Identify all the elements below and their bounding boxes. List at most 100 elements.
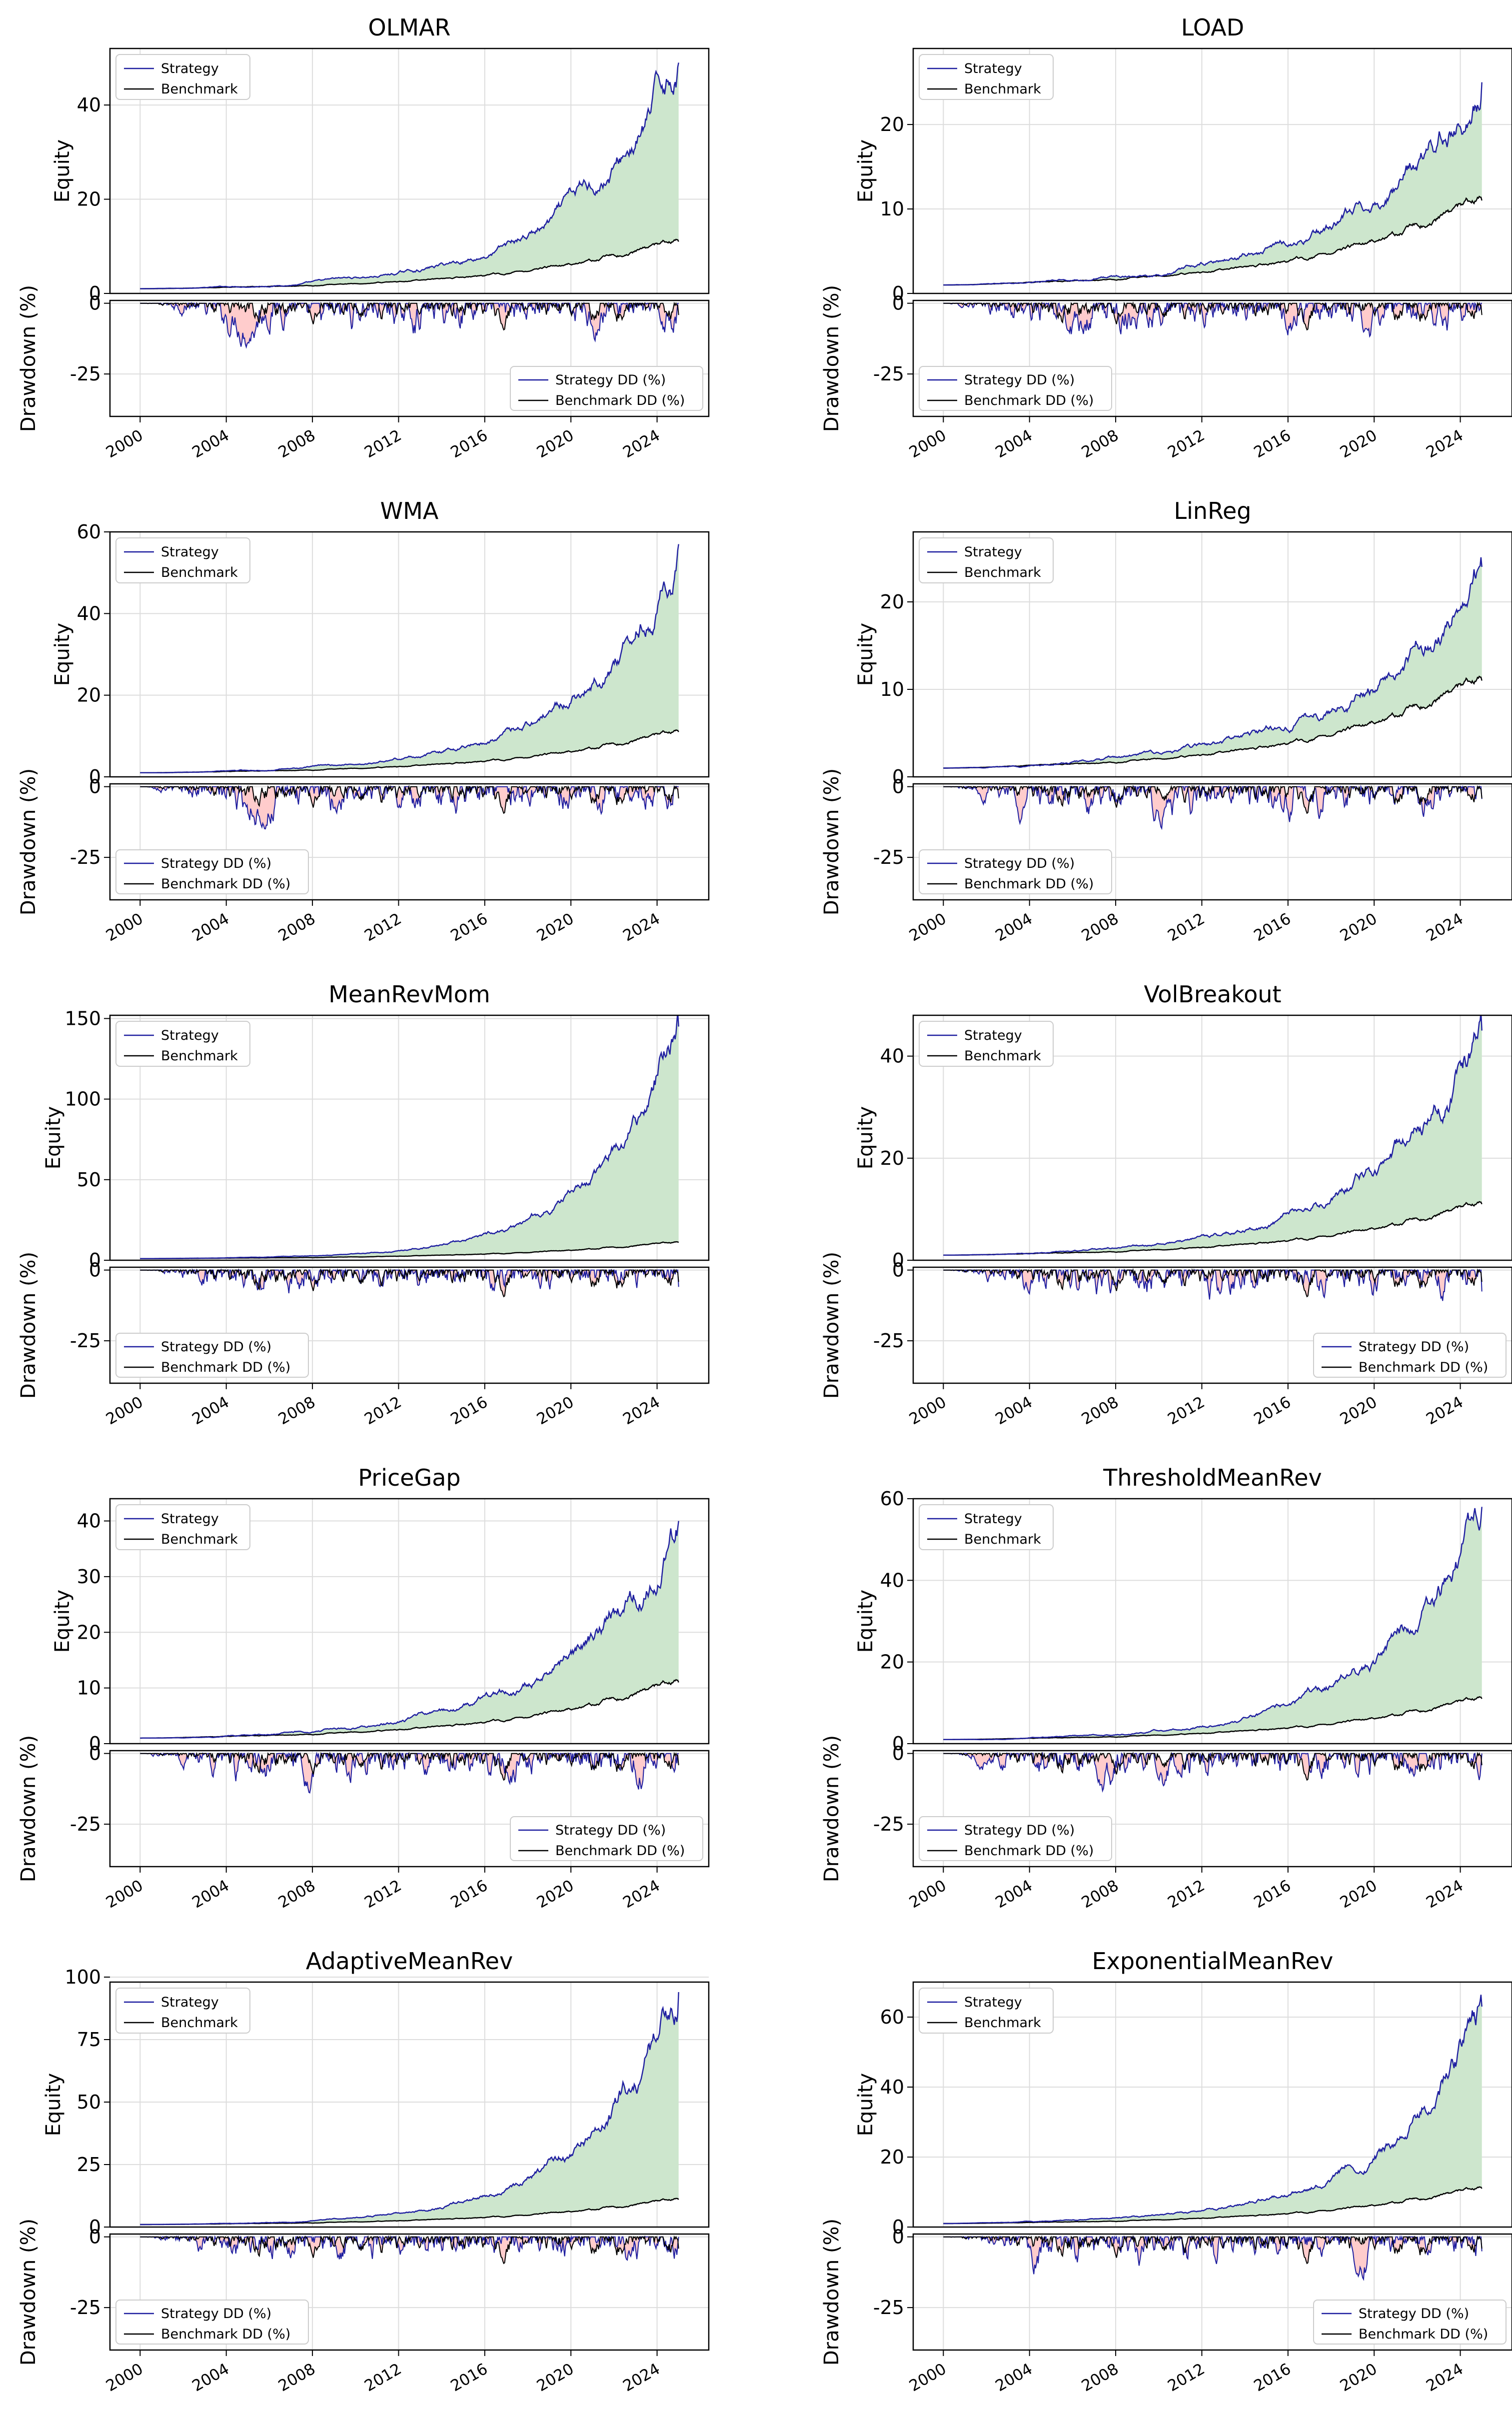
x-tick-label: 2024 [620, 426, 663, 462]
equity-axis-label: Equity [42, 2073, 65, 2136]
outperformance-fill [140, 62, 679, 289]
legend-label-benchmark-dd: Benchmark DD (%) [161, 1360, 290, 1375]
equity-axis-label: Equity [854, 1106, 877, 1169]
legend-label-strategy: Strategy [161, 1995, 219, 2010]
equity-axes-frame [912, 1014, 1512, 1261]
x-tick-label: 2016 [1251, 910, 1294, 945]
equity-axes-frame [912, 47, 1512, 294]
x-tick-label: 2020 [534, 910, 577, 945]
y-tick-label: 0 [892, 1733, 904, 1755]
legend-box [115, 537, 250, 583]
y-tick-label: 60 [880, 1488, 904, 1510]
y-tick-label: 50 [77, 2091, 101, 2113]
legend-box [115, 1504, 250, 1550]
benchmark-dd-line [140, 2235, 679, 2265]
benchmark-line [943, 1696, 1483, 1740]
x-tick-label: 2008 [275, 426, 318, 462]
x-tick-label: 2016 [1251, 2360, 1294, 2396]
y-tick-label: -25 [70, 1330, 101, 1352]
x-tick-label: 2024 [620, 910, 663, 945]
drawdown-legend: Strategy DD (%) Benchmark DD (%) [510, 366, 703, 411]
legend-label-benchmark: Benchmark [161, 81, 238, 97]
x-tick-label: 2004 [189, 426, 232, 462]
benchmark-dd-line [943, 1751, 1483, 1781]
drawdown-axis-label: Drawdown (%) [17, 285, 40, 432]
equity-axes-frame [109, 1014, 710, 1261]
legend-label-strategy: Strategy [964, 61, 1022, 76]
chart-thresholdmeanrev: ThresholdMeanRev 0 20 40 60 Equity Strategy Ben… [820, 1464, 1512, 1912]
benchmark-dd-line [943, 301, 1483, 331]
legend-box [919, 537, 1054, 583]
chart-title: AdaptiveMeanRev [306, 1948, 513, 1975]
y-tick-label: 0 [89, 1743, 101, 1765]
x-tick-label: 2024 [620, 1877, 663, 1912]
equity-axis-label: Equity [854, 623, 877, 686]
y-tick-label: 0 [892, 766, 904, 788]
drawdown-legend: Strategy DD (%) Benchmark DD (%) [115, 1333, 309, 1378]
legend-label-benchmark: Benchmark [161, 2015, 238, 2031]
chart-volbreakout: VolBreakout 0 20 40 Equity Strategy Benchmark 0… [820, 981, 1512, 1428]
y-tick-label: 50 [77, 1169, 101, 1191]
y-tick-label: 0 [892, 282, 904, 304]
drawdown-legend: Strategy DD (%) Benchmark DD (%) [1313, 1333, 1507, 1378]
benchmark-line [943, 2186, 1483, 2225]
drawdown-axis-label: Drawdown (%) [17, 768, 40, 915]
outperformance-fill [943, 1015, 1482, 1255]
equity-axis-label: Equity [51, 139, 74, 202]
x-tick-label: 2024 [1423, 910, 1466, 945]
x-tick-label: 2020 [534, 1393, 577, 1429]
equity-axes-frame [109, 1981, 710, 2228]
outperformance-fill [943, 1995, 1482, 2224]
y-tick-label: -25 [873, 363, 904, 385]
x-tick-label: 2016 [1251, 1393, 1294, 1429]
y-tick-label: 30 [77, 1566, 101, 1588]
x-tick-label: 2012 [1165, 2360, 1208, 2396]
x-tick-label: 2016 [447, 2360, 490, 2396]
chart-title: MeanRevMom [328, 981, 490, 1008]
x-tick-label: 2016 [447, 1393, 490, 1429]
x-tick-label: 2020 [1337, 2360, 1380, 2396]
y-tick-label: 0 [892, 776, 904, 798]
drawdown-diff-fill [943, 303, 1482, 336]
y-tick-label: 20 [880, 591, 904, 613]
y-tick-label: -25 [70, 846, 101, 868]
y-tick-label: 20 [77, 188, 101, 210]
x-tick-label: 2008 [1079, 2360, 1122, 2396]
x-tick-label: 2024 [620, 2360, 663, 2396]
drawdown-axes-frame [912, 1266, 1512, 1384]
x-tick-label: 2024 [1423, 2360, 1466, 2396]
legend-label-benchmark: Benchmark [161, 1532, 238, 1547]
x-tick-label: 2012 [1165, 1877, 1208, 1912]
y-tick-label: 100 [64, 1088, 101, 1110]
drawdown-axes-frame [109, 783, 710, 901]
x-tick-label: 2000 [906, 910, 949, 945]
y-tick-label: 0 [892, 1259, 904, 1281]
legend-box [919, 849, 1112, 894]
equity-axis-label: Equity [854, 2073, 877, 2136]
x-tick-label: 2008 [275, 1393, 318, 1429]
equity-legend: Strategy Benchmark [919, 1021, 1054, 1067]
legend-box [1313, 1333, 1507, 1378]
legend-box [115, 54, 250, 100]
legend-box [115, 1021, 250, 1067]
strategy-line [140, 544, 679, 774]
legend-label-benchmark: Benchmark [964, 81, 1041, 97]
x-tick-label: 2024 [1423, 426, 1466, 462]
outperformance-fill [140, 1992, 679, 2225]
legend-box [115, 849, 309, 894]
legend-box [919, 1816, 1112, 1861]
y-tick-label: 75 [77, 2029, 101, 2051]
chart-title: LinReg [1174, 497, 1252, 524]
y-tick-label: 0 [892, 1249, 904, 1271]
y-tick-label: -25 [70, 1813, 101, 1835]
y-tick-label: 0 [89, 766, 101, 788]
y-tick-label: 10 [880, 198, 904, 220]
strategy-dd-line [943, 2235, 1483, 2281]
legend-label-benchmark-dd: Benchmark DD (%) [964, 876, 1094, 892]
x-tick-label: 2016 [447, 426, 490, 462]
x-tick-label: 2012 [361, 910, 404, 945]
y-tick-label: 10 [77, 1677, 101, 1699]
x-tick-label: 2000 [906, 2360, 949, 2396]
x-tick-label: 2024 [1423, 1393, 1466, 1429]
chart-wma: WMA 0 20 40 60 Equity Strategy Benchmark 0 -25 Dra… [17, 497, 710, 945]
